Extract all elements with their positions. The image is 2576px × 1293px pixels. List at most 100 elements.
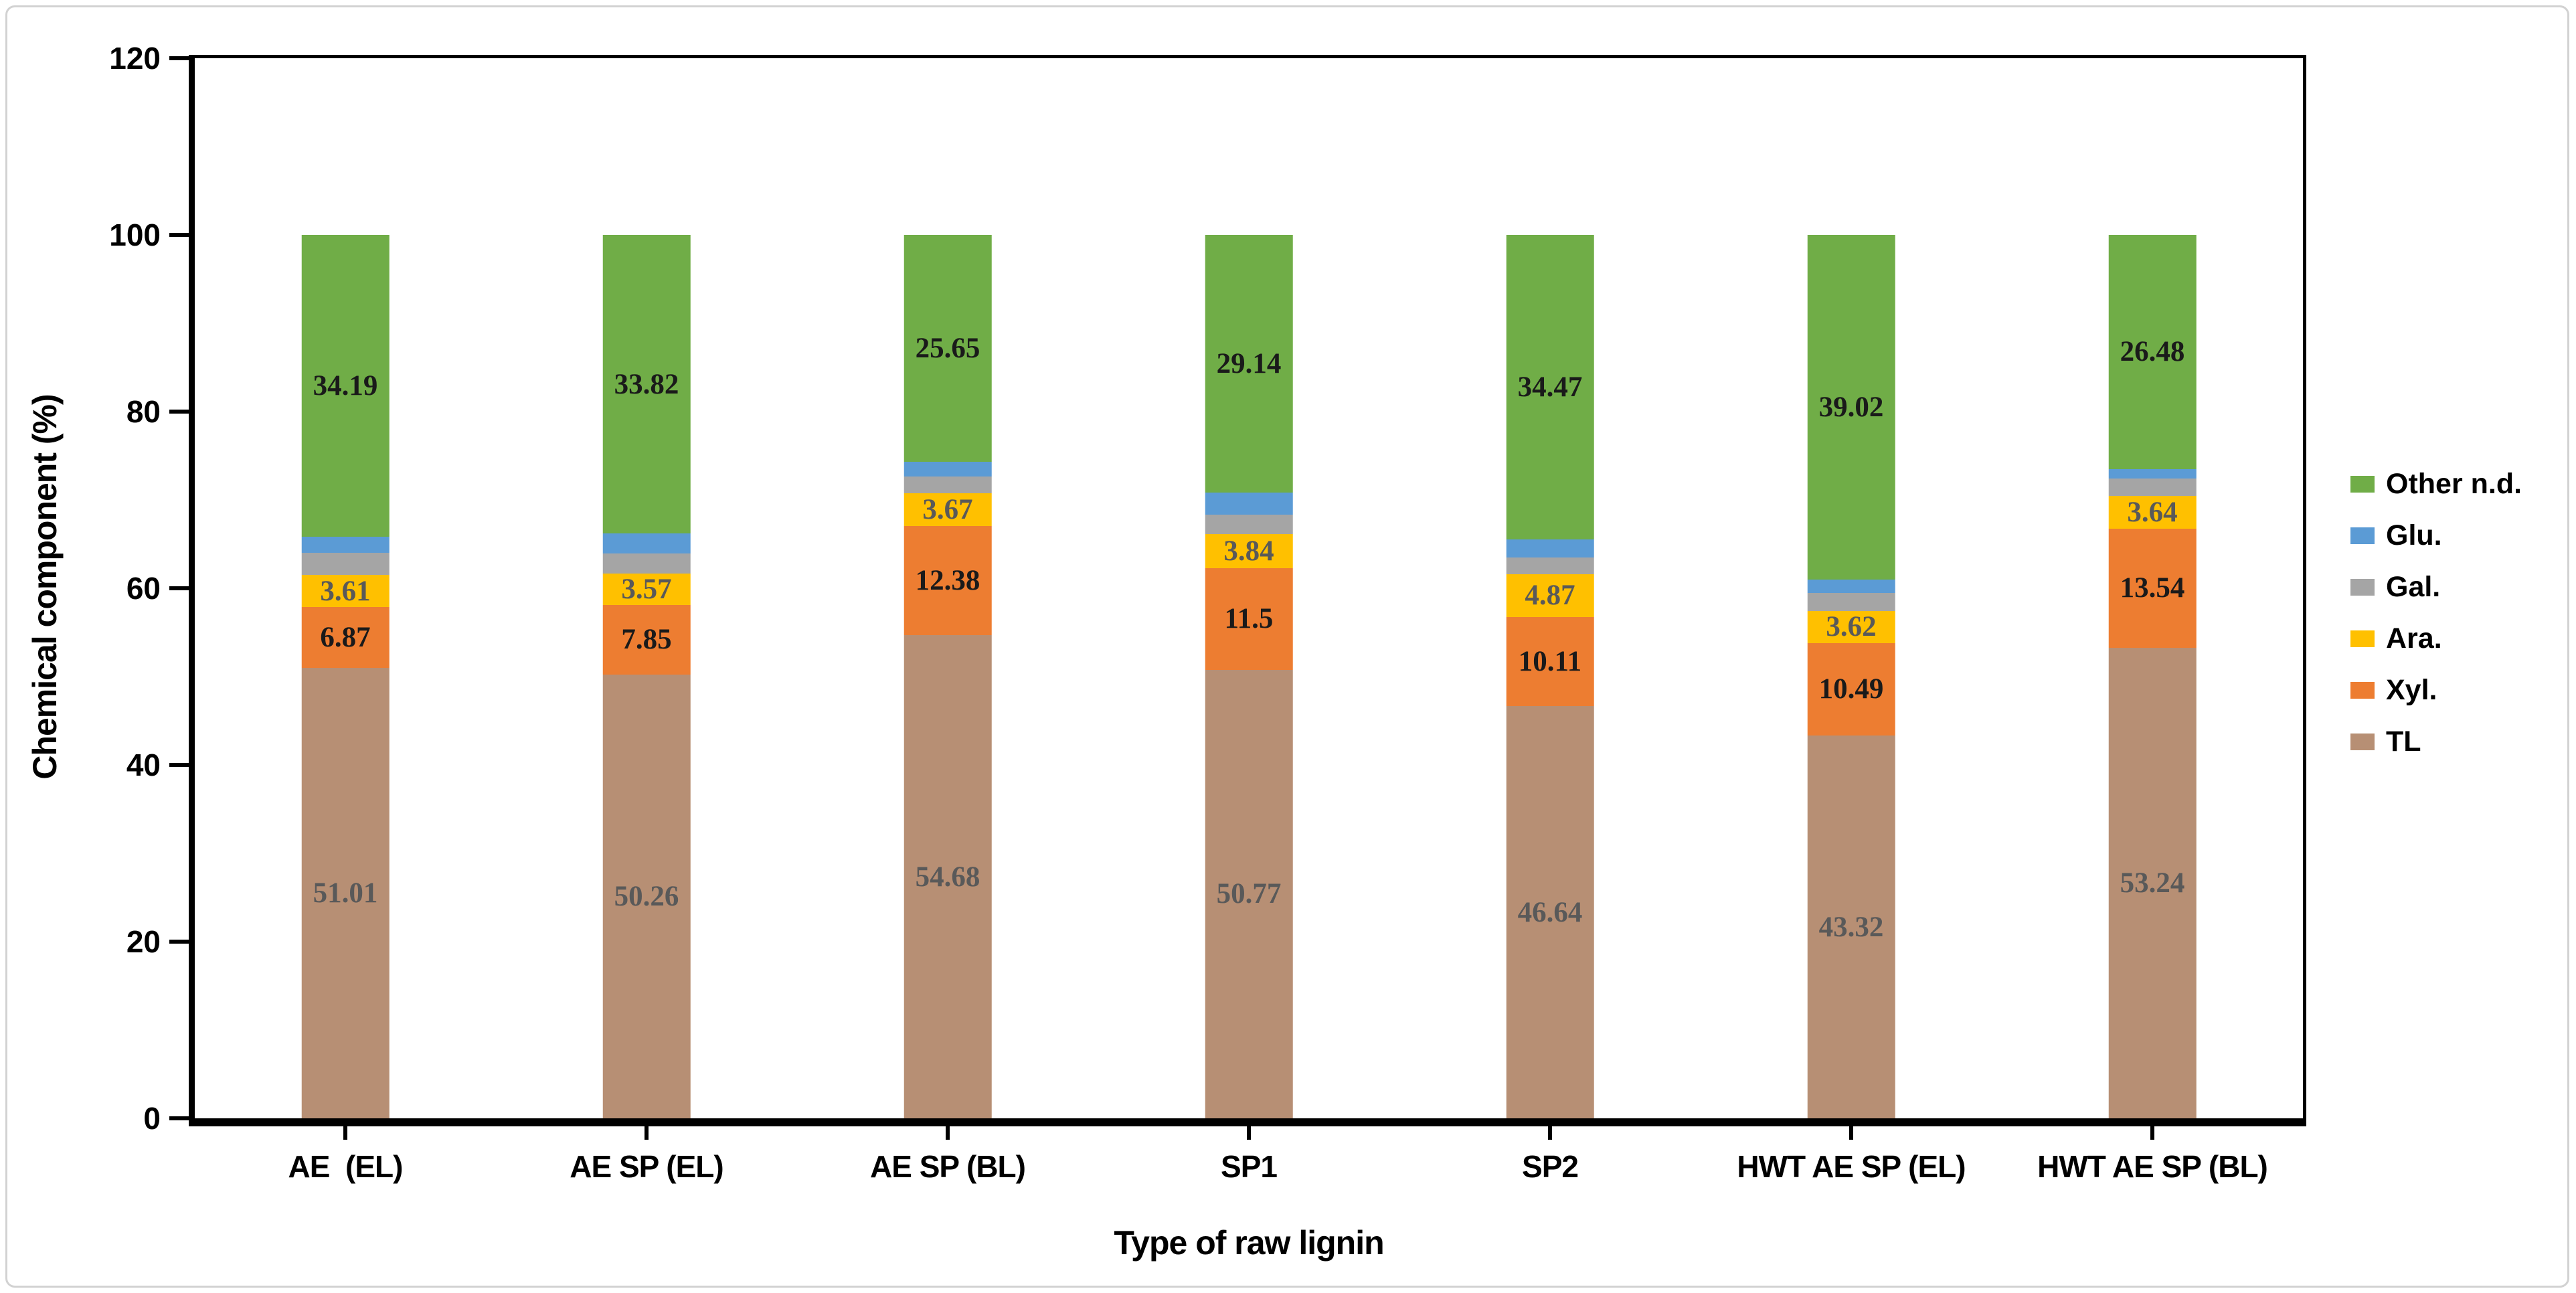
bar-segment-gal bbox=[602, 553, 691, 574]
legend-label: TL bbox=[2386, 725, 2421, 758]
category-slot: 53.24 13.54 3.64 26.48 bbox=[2002, 235, 2303, 1118]
category-label: HWT AE SP (BL) bbox=[2037, 1149, 2268, 1184]
data-label: 43.32 bbox=[1818, 911, 1884, 943]
bar-segment-xyl: 10.11 bbox=[1506, 616, 1594, 707]
data-label: 3.57 bbox=[621, 573, 672, 605]
bar-segment-tl: 50.26 bbox=[602, 674, 691, 1118]
category-slot: 51.01 6.87 3.61 34.19 bbox=[195, 235, 496, 1118]
bar-segment-other-n-d: 34.47 bbox=[1506, 235, 1594, 540]
stacked-bar: 46.64 10.11 4.87 34.47 bbox=[1506, 235, 1594, 1118]
data-label: 10.49 bbox=[1818, 673, 1884, 705]
legend-label: Glu. bbox=[2386, 519, 2442, 551]
bar-segment-xyl: 11.5 bbox=[1205, 568, 1293, 670]
category-slot: 43.32 10.49 3.62 39.02 bbox=[1701, 235, 2002, 1118]
data-label: 3.62 bbox=[1826, 611, 1877, 643]
legend-swatch bbox=[2350, 681, 2375, 699]
y-tick-label: 60 bbox=[126, 571, 161, 606]
x-tick-mark bbox=[2150, 1126, 2154, 1140]
bars-container: 51.01 6.87 3.61 34.19 50.26 7.85 3.57 33.82 54.6… bbox=[195, 235, 2303, 1118]
x-tick-mark bbox=[1548, 1126, 1552, 1140]
data-label: 25.65 bbox=[915, 332, 980, 364]
bar-segment-tl: 54.68 bbox=[904, 635, 992, 1118]
bar-segment-ara: 3.57 bbox=[602, 573, 691, 605]
legend-item: Xyl. bbox=[2350, 673, 2522, 707]
bar-segment-glu bbox=[301, 537, 390, 553]
data-label: 3.67 bbox=[922, 494, 973, 526]
bar-segment-other-n-d: 34.19 bbox=[301, 235, 390, 537]
data-label: 13.54 bbox=[2120, 572, 2185, 604]
bar-segment-glu bbox=[1807, 580, 1895, 594]
legend-item: TL bbox=[2350, 725, 2522, 758]
y-tick-label: 0 bbox=[143, 1101, 161, 1136]
bar-segment-ara: 3.61 bbox=[301, 575, 390, 608]
legend-swatch bbox=[2350, 578, 2375, 596]
y-tick-mark bbox=[169, 1116, 189, 1120]
category-label: HWT AE SP (EL) bbox=[1737, 1149, 1966, 1184]
stacked-bar: 51.01 6.87 3.61 34.19 bbox=[301, 235, 390, 1118]
bar-segment-gal bbox=[904, 476, 992, 494]
bar-segment-xyl: 7.85 bbox=[602, 604, 691, 675]
bar-segment-ara: 4.87 bbox=[1506, 574, 1594, 617]
x-axis-title: Type of raw lignin bbox=[1114, 1224, 1384, 1262]
bar-segment-other-n-d: 33.82 bbox=[602, 235, 691, 534]
x-tick-mark bbox=[1247, 1126, 1251, 1140]
bar-segment-glu bbox=[602, 533, 691, 553]
category-label: AE (EL) bbox=[288, 1149, 404, 1184]
bar-segment-gal bbox=[1807, 593, 1895, 611]
bar-segment-gal bbox=[1506, 557, 1594, 574]
bar-segment-tl: 53.24 bbox=[2108, 648, 2197, 1118]
y-tick-label: 100 bbox=[109, 218, 161, 252]
legend-item: Gal. bbox=[2350, 570, 2522, 604]
bar-segment-xyl: 13.54 bbox=[2108, 528, 2197, 649]
legend-swatch bbox=[2350, 527, 2375, 544]
bar-segment-glu bbox=[1506, 539, 1594, 557]
y-tick-label: 20 bbox=[126, 924, 161, 959]
bar-segment-ara: 3.62 bbox=[1807, 610, 1895, 643]
bar-segment-other-n-d: 25.65 bbox=[904, 235, 992, 462]
stacked-bar: 54.68 12.38 3.67 25.65 bbox=[904, 235, 992, 1118]
category-slot: 54.68 12.38 3.67 25.65 bbox=[797, 235, 1098, 1118]
data-label: 33.82 bbox=[614, 368, 679, 400]
category-label: AE SP (EL) bbox=[570, 1149, 723, 1184]
x-tick-mark bbox=[1849, 1126, 1853, 1140]
x-tick-mark bbox=[343, 1126, 347, 1140]
data-label: 26.48 bbox=[2120, 336, 2185, 368]
bar-segment-gal bbox=[301, 552, 390, 576]
y-tick-label: 80 bbox=[126, 394, 161, 429]
bar-segment-ara: 3.67 bbox=[904, 493, 992, 526]
bar-segment-glu bbox=[1205, 492, 1293, 515]
bar-segment-tl: 51.01 bbox=[301, 667, 390, 1118]
bar-segment-other-n-d: 26.48 bbox=[2108, 235, 2197, 469]
bar-segment-xyl: 6.87 bbox=[301, 607, 390, 668]
bar-segment-glu bbox=[2108, 468, 2197, 479]
y-tick-mark bbox=[169, 56, 189, 60]
data-label: 39.02 bbox=[1818, 392, 1884, 424]
bar-segment-glu bbox=[904, 461, 992, 477]
stacked-bar: 43.32 10.49 3.62 39.02 bbox=[1807, 235, 1895, 1118]
data-label: 3.64 bbox=[2127, 497, 2178, 528]
legend-label: Other n.d. bbox=[2386, 467, 2522, 500]
data-label: 3.84 bbox=[1223, 535, 1274, 568]
data-label: 51.01 bbox=[313, 877, 378, 909]
data-label: 11.5 bbox=[1224, 603, 1274, 635]
legend-label: Ara. bbox=[2386, 622, 2442, 655]
plot-area: 51.01 6.87 3.61 34.19 50.26 7.85 3.57 33.82 54.6… bbox=[189, 55, 2306, 1126]
category-slot: 50.77 11.5 3.84 29.14 bbox=[1098, 235, 1399, 1118]
category-slot: 46.64 10.11 4.87 34.47 bbox=[1399, 235, 1701, 1118]
data-label: 12.38 bbox=[915, 565, 980, 597]
legend-label: Xyl. bbox=[2386, 673, 2437, 706]
data-label: 10.11 bbox=[1518, 646, 1582, 678]
data-label: 4.87 bbox=[1525, 580, 1575, 612]
bar-segment-tl: 50.77 bbox=[1205, 669, 1293, 1118]
bar-segment-other-n-d: 39.02 bbox=[1807, 235, 1895, 580]
data-label: 7.85 bbox=[621, 624, 672, 656]
bar-segment-ara: 3.84 bbox=[1205, 534, 1293, 569]
y-tick-mark bbox=[169, 586, 189, 590]
legend-item: Ara. bbox=[2350, 622, 2522, 655]
data-label: 34.19 bbox=[313, 370, 378, 402]
x-tick-mark bbox=[946, 1126, 950, 1140]
data-label: 54.68 bbox=[915, 861, 980, 893]
bar-segment-tl: 46.64 bbox=[1506, 706, 1594, 1118]
bar-segment-gal bbox=[2108, 478, 2197, 497]
